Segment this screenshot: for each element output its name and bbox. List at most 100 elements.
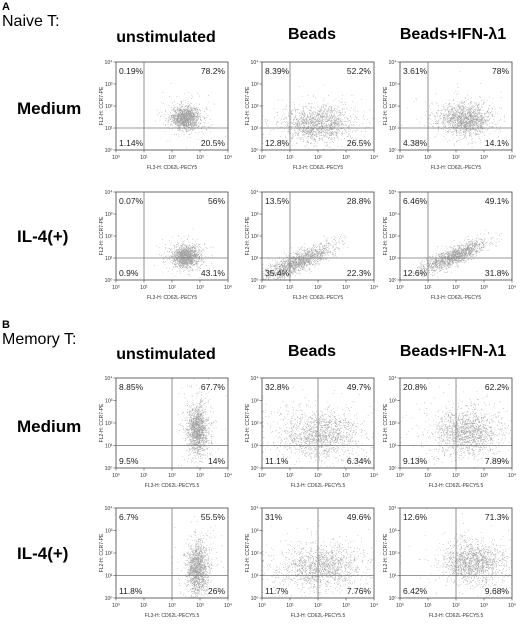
x-tick-label: 10⁰ — [258, 155, 266, 161]
x-tick-label: 10⁴ — [224, 155, 232, 161]
y-tick-label: 10³ — [251, 82, 259, 88]
quadrant-lower-right-label: 9.68% — [485, 586, 510, 596]
panel-a-col-beads-ifn: Beads+IFN-λ1 — [399, 26, 507, 43]
y-axis-label: FL2-H: CCR7-PE — [245, 216, 251, 255]
x-tick-label: 10⁴ — [508, 473, 516, 479]
panel-a-col-unstimulated: unstimulated — [116, 29, 216, 46]
y-tick-label: 10³ — [389, 529, 397, 535]
y-tick-label: 10² — [389, 421, 397, 427]
y-axis-label: FL2-H: CCR7-PE — [245, 403, 251, 442]
x-tick-label: 10¹ — [424, 155, 432, 161]
quadrant-upper-right-label: 49.6% — [347, 512, 372, 522]
y-tick-label: 10⁰ — [105, 596, 113, 602]
y-tick-label: 10⁰ — [389, 148, 397, 154]
quadrant-lower-right-label: 14% — [208, 456, 225, 466]
x-tick-label: 10¹ — [424, 285, 432, 291]
panel-b-col-beads: Beads — [287, 343, 337, 360]
x-tick-label: 10² — [452, 285, 460, 291]
x-tick-label: 10³ — [196, 155, 204, 161]
x-axis-label: FL3-H: CD62L-PECY5 — [147, 295, 198, 301]
quadrant-lower-right-label: 14.1% — [485, 138, 510, 148]
x-tick-label: 10⁰ — [396, 285, 404, 291]
quadrant-upper-left-label: 6.7% — [119, 512, 139, 522]
x-tick-label: 10¹ — [140, 285, 148, 291]
y-tick-label: 10³ — [389, 399, 397, 405]
y-tick-label: 10⁰ — [105, 148, 113, 154]
y-tick-label: 10³ — [105, 212, 113, 218]
plot-frame — [399, 191, 513, 281]
y-tick-label: 10¹ — [251, 574, 259, 580]
x-tick-label: 10⁴ — [370, 285, 378, 291]
y-tick-label: 10⁴ — [251, 60, 259, 66]
x-tick-label: 10² — [314, 155, 322, 161]
y-axis-label: FL2-H: CCR7-PE — [383, 533, 389, 572]
y-tick-label: 10⁴ — [251, 506, 259, 512]
y-tick-label: 10⁰ — [251, 596, 259, 602]
y-tick-label: 10⁰ — [105, 278, 113, 284]
x-tick-label: 10³ — [342, 155, 350, 161]
x-axis-label: FL3-H: CD62L-PECY5.5 — [429, 613, 484, 619]
y-tick-label: 10³ — [251, 529, 259, 535]
panel-b-row-medium: Medium — [17, 417, 82, 436]
x-tick-label: 10² — [314, 603, 322, 609]
x-tick-label: 10² — [452, 603, 460, 609]
event-dots — [171, 515, 224, 599]
y-axis-label: FL2-H: CCR7-PE — [245, 533, 251, 572]
y-axis-label: FL2-H: CCR7-PE — [99, 533, 105, 572]
y-tick-label: 10³ — [105, 82, 113, 88]
quadrant-lower-left-label: 0.9% — [119, 268, 139, 278]
quadrant-upper-right-label: 28.8% — [347, 196, 372, 206]
y-tick-label: 10¹ — [251, 256, 259, 262]
y-tick-label: 10⁰ — [389, 466, 397, 472]
x-axis-label: FL3-H: CD62L-PECY5 — [293, 295, 344, 301]
y-tick-label: 10¹ — [105, 444, 113, 450]
quadrant-upper-left-label: 6.46% — [403, 196, 428, 206]
y-tick-label: 10¹ — [251, 126, 259, 132]
panel-a-col-beads: Beads — [287, 26, 337, 43]
x-tick-label: 10³ — [342, 603, 350, 609]
x-tick-label: 10³ — [480, 473, 488, 479]
quadrant-lower-left-label: 11.1% — [265, 456, 289, 466]
y-tick-label: 10⁰ — [251, 278, 259, 284]
plot-frame — [261, 61, 375, 151]
quadrant-upper-right-label: 62.2% — [485, 382, 510, 392]
y-tick-label: 10² — [389, 551, 397, 557]
quadrant-upper-left-label: 13.5% — [265, 196, 290, 206]
quadrant-upper-left-label: 31% — [265, 512, 282, 522]
x-tick-label: 10⁰ — [112, 473, 120, 479]
y-tick-label: 10¹ — [389, 574, 397, 580]
y-tick-label: 10² — [251, 551, 259, 557]
x-tick-label: 10⁴ — [370, 473, 378, 479]
quadrant-lower-right-label: 22.3% — [347, 268, 372, 278]
quadrant-lower-left-label: 12.8% — [265, 138, 290, 148]
y-tick-label: 10⁰ — [389, 596, 397, 602]
quadrant-lower-right-label: 6.34% — [347, 456, 372, 466]
y-tick-label: 10² — [389, 104, 397, 110]
y-tick-label: 10² — [105, 104, 113, 110]
x-tick-label: 10³ — [480, 285, 488, 291]
quadrant-lower-left-label: 9.13% — [403, 456, 428, 466]
y-tick-label: 10⁴ — [389, 190, 397, 196]
x-tick-label: 10⁰ — [396, 603, 404, 609]
quadrant-upper-right-label: 56% — [208, 196, 225, 206]
x-tick-label: 10² — [168, 155, 176, 161]
plot-frame — [261, 191, 375, 281]
quadrant-upper-right-label: 49.1% — [485, 196, 510, 206]
y-tick-label: 10³ — [105, 529, 113, 535]
y-axis-label: FL2-H: CCR7-PE — [99, 216, 105, 255]
y-axis-label: FL2-H: CCR7-PE — [383, 403, 389, 442]
panel-a-title: Naive T: — [2, 13, 60, 30]
y-tick-label: 10⁰ — [251, 148, 259, 154]
quadrant-upper-right-label: 71.3% — [485, 512, 510, 522]
x-tick-label: 10³ — [480, 155, 488, 161]
y-tick-label: 10² — [105, 234, 113, 240]
y-tick-label: 10² — [251, 104, 259, 110]
x-tick-label: 10⁰ — [258, 285, 266, 291]
x-axis-label: FL3-H: CD62L-PECY5.5 — [291, 483, 346, 489]
x-tick-label: 10⁴ — [370, 603, 378, 609]
quadrant-upper-right-label: 67.7% — [201, 382, 226, 392]
